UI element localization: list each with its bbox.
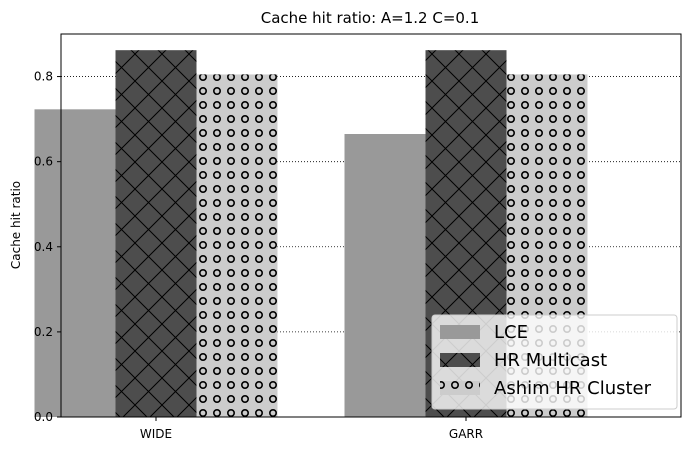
legend-swatch: [440, 353, 480, 367]
legend-swatch: [440, 325, 480, 339]
bar-ashim-hr-cluster-wide: [196, 74, 278, 417]
legend: LCE HR Multicast Ashim HR Cluster: [431, 314, 678, 410]
bar-lce-garr: [344, 134, 426, 417]
y-tick-label: 0.0: [34, 410, 53, 424]
y-axis: 0.0 0.2 0.4 0.6 0.8: [34, 70, 61, 424]
y-tick-label: 0.6: [34, 155, 53, 169]
chart-title: Cache hit ratio: A=1.2 C=0.1: [261, 9, 480, 27]
legend-label: Ashim HR Cluster: [494, 378, 652, 399]
y-tick-label: 0.2: [34, 325, 53, 339]
legend-swatch: [440, 381, 480, 395]
legend-label: HR Multicast: [494, 350, 607, 371]
x-tick-label: GARR: [449, 427, 483, 441]
x-axis: WIDE GARR: [140, 417, 483, 441]
y-tick-label: 0.4: [34, 240, 53, 254]
y-tick-label: 0.8: [34, 70, 53, 84]
plot-frame: [60, 33, 682, 418]
bar-hr-multicast-wide: [115, 50, 197, 417]
bar-lce-wide: [34, 109, 116, 417]
x-tick-label: WIDE: [140, 427, 172, 441]
legend-frame: [431, 314, 678, 410]
legend-label: LCE: [494, 322, 528, 343]
y-axis-label: Cache hit ratio: [9, 181, 23, 269]
